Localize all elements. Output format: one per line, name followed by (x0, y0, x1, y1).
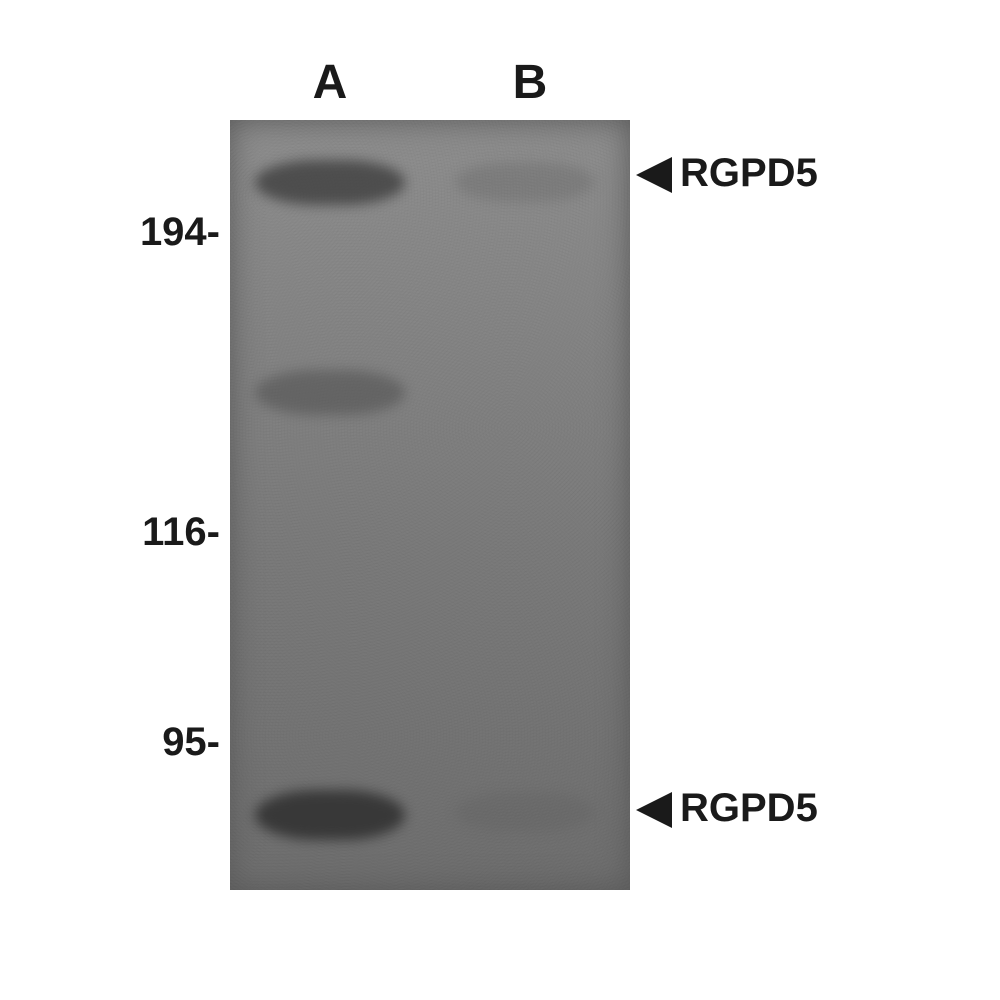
arrow-icon (636, 792, 672, 828)
figure-canvas: A B 194- 116- 95- RGPD5 RGPD5 (0, 0, 1000, 1000)
blot-band (455, 792, 595, 832)
blot-membrane (230, 120, 630, 890)
blot-band (255, 790, 405, 840)
blot-band (455, 162, 595, 202)
arrow-icon (636, 157, 672, 193)
band-label-rgpd5-lower: RGPD5 (680, 786, 818, 831)
band-label-rgpd5-upper: RGPD5 (680, 151, 818, 196)
blot-noise (230, 120, 630, 890)
mw-marker-95: 95- (85, 720, 220, 765)
lane-label-b: B (495, 55, 565, 110)
blot-band (255, 160, 405, 205)
blot-band (255, 370, 405, 415)
mw-marker-194: 194- (85, 210, 220, 255)
blot-background (230, 120, 630, 890)
mw-marker-116: 116- (85, 510, 220, 555)
lane-label-a: A (295, 55, 365, 110)
